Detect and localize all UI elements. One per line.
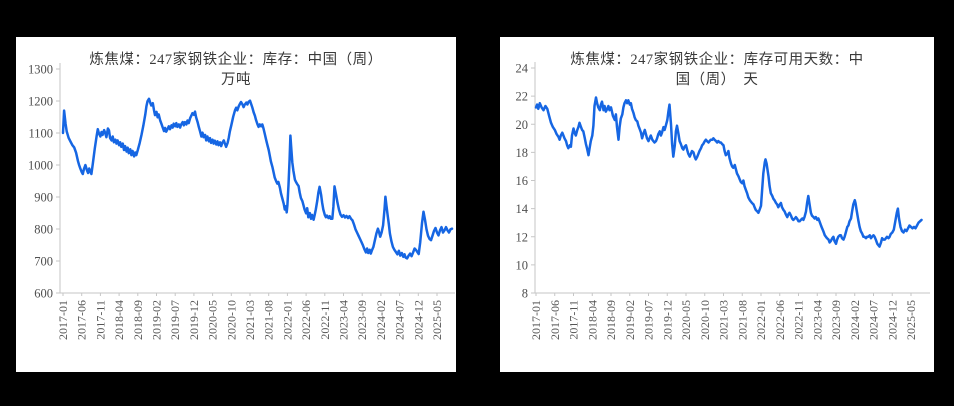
x-tick-label: 2022-06 [773, 300, 787, 340]
y-tick-label: 1000 [28, 159, 53, 173]
x-tick-label: 2023-04 [810, 300, 824, 340]
y-tick-label: 20 [516, 118, 529, 132]
y-tick-label: 600 [34, 287, 53, 301]
y-tick-label: 14 [516, 202, 529, 216]
x-tick-label: 2020-10 [698, 300, 712, 340]
x-tick-label: 2018-04 [585, 300, 599, 340]
x-tick-label: 2017-06 [548, 300, 562, 340]
x-tick-label: 2023-09 [355, 300, 369, 340]
x-tick-label: 2017-06 [75, 300, 89, 340]
x-tick-label: 2017-11 [567, 300, 581, 340]
x-tick-label: 2023-09 [829, 300, 843, 340]
x-tick-label: 2023-04 [337, 300, 351, 340]
x-tick-label: 2019-02 [623, 300, 637, 340]
y-tick-label: 8 [522, 287, 528, 301]
x-tick-label: 2019-02 [150, 300, 164, 340]
chart-panel-coking-coal-inventory: 炼焦煤：247家钢铁企业：库存：中国（周） 万吨 1300 1200 1100 100… [16, 37, 456, 372]
x-tick-label: 2024-02 [374, 300, 388, 340]
x-tick-label: 2017-01 [529, 300, 543, 340]
x-tick-label: 2024-07 [867, 300, 881, 340]
y-tick-label: 1100 [28, 127, 53, 141]
y-tick-label: 12 [516, 230, 529, 244]
y-tick-label: 18 [516, 146, 529, 160]
x-tick-label: 2018-09 [131, 300, 145, 340]
x-tick-label: 2021-08 [735, 300, 749, 340]
x-tick-label: 2022-01 [754, 300, 768, 340]
x-tick-label: 2020-05 [206, 300, 220, 340]
x-tick-label: 2021-03 [243, 300, 257, 340]
x-tick-label: 2018-09 [604, 300, 618, 340]
series-line [61, 97, 454, 260]
x-tick-label: 2025-05 [430, 300, 444, 340]
y-tick-label: 24 [516, 62, 529, 76]
x-tick-label: 2022-11 [792, 300, 806, 340]
y-tick-label: 800 [34, 223, 53, 237]
x-tick-label: 2021-08 [262, 300, 276, 340]
series-line [534, 96, 923, 248]
y-tick-label: 900 [34, 191, 53, 205]
x-tick-label: 2020-10 [224, 300, 238, 340]
x-tick-label: 2025-05 [904, 300, 918, 340]
y-tick-label: 16 [516, 174, 529, 188]
x-tick-label: 2019-07 [642, 300, 656, 340]
x-tick-label: 2018-04 [112, 300, 126, 340]
x-tick-label: 2019-12 [660, 300, 674, 340]
x-tick-label: 2022-11 [318, 300, 332, 340]
x-tick-label: 2019-07 [168, 300, 182, 340]
chart-panel-inventory-days: 炼焦煤：247家钢铁企业：库存可用天数：中 国（周） 天 24 22 20 18 16 1… [500, 37, 934, 372]
x-tick-label: 2020-05 [679, 300, 693, 340]
y-tick-label: 22 [516, 90, 529, 104]
y-tick-label: 1300 [28, 63, 53, 77]
x-tick-label: 2019-12 [187, 300, 201, 340]
y-tick-label: 10 [516, 258, 529, 272]
x-tick-label: 2022-01 [280, 300, 294, 340]
x-tick-label: 2021-03 [717, 300, 731, 340]
x-tick-label: 2017-11 [93, 300, 107, 340]
x-tick-label: 2024-07 [393, 300, 407, 340]
y-tick-label: 700 [34, 255, 53, 269]
x-tick-label: 2024-12 [885, 300, 899, 340]
x-tick-label: 2017-01 [56, 300, 70, 340]
y-tick-label: 1200 [28, 95, 53, 109]
x-tick-label: 2022-06 [299, 300, 313, 340]
x-tick-label: 2024-12 [411, 300, 425, 340]
x-tick-label: 2024-02 [848, 300, 862, 340]
